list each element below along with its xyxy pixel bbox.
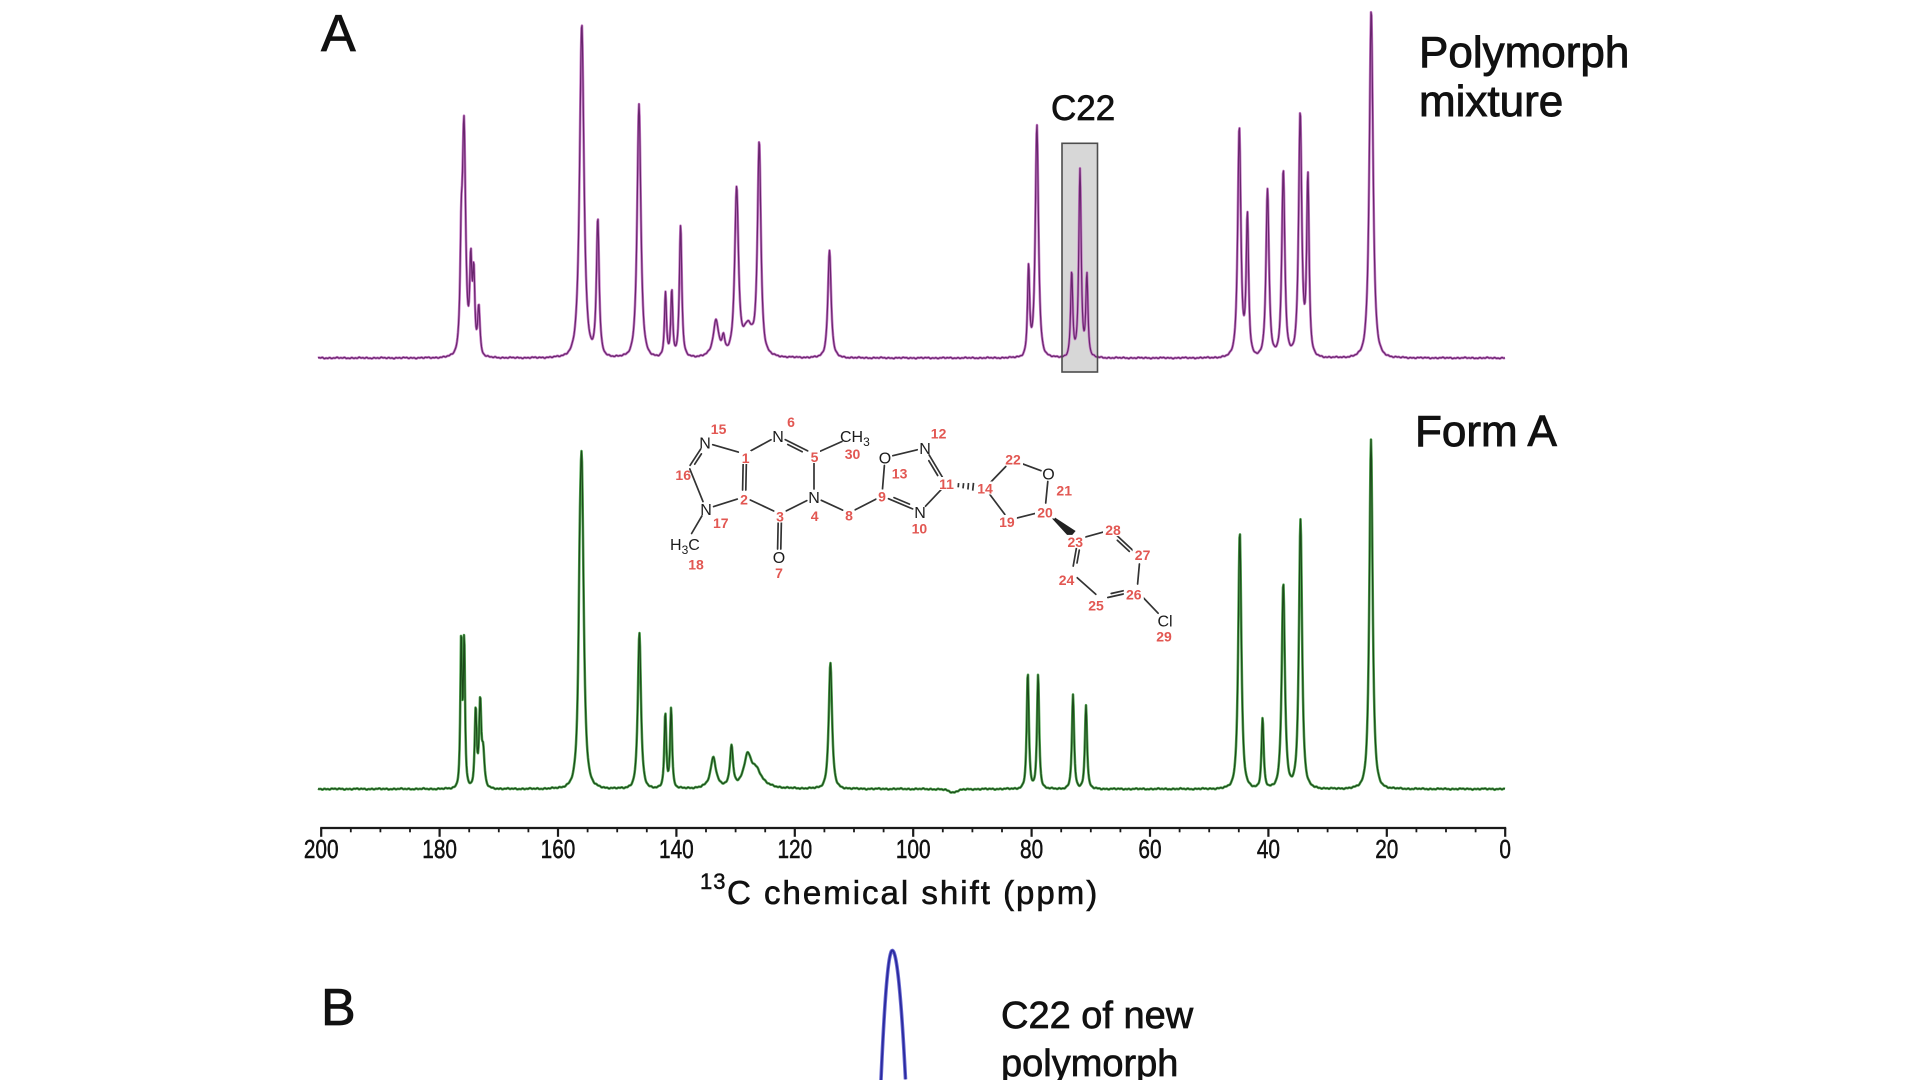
svg-text:14: 14 [977, 481, 993, 497]
svg-text:180: 180 [422, 835, 457, 864]
svg-text:Polymorph: Polymorph [1419, 28, 1629, 77]
svg-text:C chemical shift (ppm): C chemical shift (ppm) [727, 874, 1099, 911]
svg-text:120: 120 [777, 835, 812, 864]
svg-text:9: 9 [878, 489, 886, 505]
svg-text:80: 80 [1020, 835, 1043, 864]
svg-text:B: B [321, 979, 356, 1037]
svg-text:O: O [1042, 466, 1054, 483]
svg-text:N: N [919, 441, 931, 458]
svg-text:20: 20 [1037, 505, 1053, 521]
svg-text:40: 40 [1257, 835, 1280, 864]
svg-text:27: 27 [1135, 547, 1151, 563]
svg-text:60: 60 [1138, 835, 1161, 864]
svg-text:C22: C22 [1051, 89, 1115, 128]
svg-text:H3C: H3C [670, 537, 700, 557]
svg-text:19: 19 [999, 514, 1015, 530]
svg-text:100: 100 [896, 835, 931, 864]
svg-text:N: N [914, 505, 926, 522]
svg-text:13: 13 [892, 466, 908, 482]
svg-text:25: 25 [1088, 597, 1104, 613]
svg-text:20: 20 [1375, 835, 1398, 864]
svg-text:5: 5 [811, 449, 819, 465]
svg-text:10: 10 [912, 521, 928, 537]
svg-text:23: 23 [1068, 534, 1084, 550]
svg-text:O: O [879, 450, 891, 467]
svg-text:C22 of new: C22 of new [1001, 995, 1194, 1037]
svg-text:160: 160 [541, 835, 576, 864]
svg-text:17: 17 [713, 515, 729, 531]
svg-text:0: 0 [1499, 835, 1511, 864]
svg-text:O: O [773, 550, 785, 567]
svg-text:N: N [772, 429, 784, 446]
svg-text:Cl: Cl [1157, 613, 1172, 630]
svg-text:6: 6 [787, 414, 795, 430]
svg-text:11: 11 [939, 476, 954, 492]
svg-text:mixture: mixture [1419, 77, 1563, 126]
svg-text:8: 8 [845, 508, 853, 524]
svg-text:30: 30 [845, 446, 861, 462]
svg-text:24: 24 [1059, 572, 1075, 588]
svg-text:15: 15 [711, 421, 727, 437]
svg-text:1: 1 [742, 450, 750, 466]
svg-text:21: 21 [1056, 483, 1072, 499]
svg-text:16: 16 [675, 467, 691, 483]
svg-text:18: 18 [688, 557, 704, 573]
svg-text:N: N [700, 502, 712, 519]
svg-text:29: 29 [1156, 629, 1172, 645]
svg-text:N: N [808, 490, 820, 507]
svg-text:Form A: Form A [1415, 407, 1557, 456]
svg-text:22: 22 [1005, 452, 1021, 468]
svg-text:140: 140 [659, 835, 694, 864]
svg-text:12: 12 [931, 426, 947, 442]
svg-text:N: N [699, 435, 711, 452]
svg-text:26: 26 [1126, 587, 1142, 603]
svg-text:7: 7 [775, 565, 783, 581]
svg-text:13: 13 [700, 869, 726, 894]
svg-text:3: 3 [776, 509, 784, 525]
svg-text:polymorph: polymorph [1001, 1043, 1178, 1080]
svg-text:A: A [321, 5, 356, 63]
svg-text:CH3: CH3 [840, 429, 870, 449]
svg-text:200: 200 [304, 835, 339, 864]
svg-text:28: 28 [1105, 522, 1121, 538]
svg-text:4: 4 [811, 508, 819, 524]
svg-text:2: 2 [740, 492, 748, 508]
